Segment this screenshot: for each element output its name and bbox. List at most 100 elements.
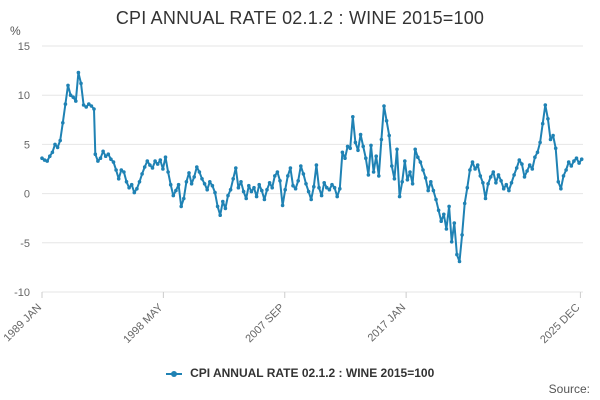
data-point[interactable] [48, 154, 52, 158]
data-point[interactable] [335, 194, 340, 199]
data-point[interactable] [247, 183, 251, 188]
data-point[interactable] [174, 188, 178, 193]
data-point[interactable] [63, 102, 68, 106]
data-point[interactable] [351, 115, 355, 119]
data-point[interactable] [330, 182, 334, 187]
data-point[interactable] [579, 157, 584, 161]
data-point[interactable] [101, 149, 105, 154]
data-point[interactable] [114, 168, 118, 172]
data-point[interactable] [332, 185, 337, 190]
data-point[interactable] [358, 132, 363, 137]
data-point[interactable] [312, 184, 316, 189]
data-point[interactable] [543, 103, 548, 107]
data-point[interactable] [158, 158, 163, 162]
data-point[interactable] [92, 107, 96, 111]
data-point[interactable] [517, 158, 522, 162]
data-point[interactable] [559, 186, 563, 191]
data-point[interactable] [74, 99, 78, 103]
data-point[interactable] [426, 188, 431, 193]
data-point[interactable] [215, 204, 220, 209]
data-point[interactable] [470, 160, 475, 164]
data-point[interactable] [280, 203, 285, 208]
data-point[interactable] [103, 154, 108, 158]
data-point[interactable] [140, 172, 144, 176]
data-point[interactable] [122, 170, 126, 174]
data-point[interactable] [223, 206, 228, 211]
legend[interactable]: CPI ANNUAL RATE 02.1.2 : WINE 2015=100 [0, 366, 600, 380]
data-point[interactable] [257, 182, 262, 187]
data-point[interactable] [249, 189, 254, 194]
data-point[interactable] [374, 154, 379, 158]
data-point[interactable] [553, 146, 558, 151]
data-point[interactable] [53, 142, 57, 147]
data-point[interactable] [353, 140, 358, 145]
data-point[interactable] [535, 150, 540, 155]
data-point[interactable] [275, 170, 280, 174]
data-point[interactable] [71, 95, 75, 99]
data-point[interactable] [148, 163, 152, 167]
data-point[interactable] [405, 178, 410, 182]
data-point[interactable] [520, 162, 524, 166]
data-point[interactable] [221, 199, 225, 204]
data-point[interactable] [527, 163, 532, 167]
data-point[interactable] [488, 175, 493, 179]
data-point[interactable] [361, 144, 366, 149]
data-point[interactable] [397, 194, 402, 199]
data-point[interactable] [556, 180, 561, 184]
data-point[interactable] [81, 103, 86, 107]
data-point[interactable] [540, 121, 545, 126]
data-point[interactable] [465, 185, 470, 190]
data-point[interactable] [265, 187, 269, 192]
data-point[interactable] [127, 185, 131, 190]
data-point[interactable] [252, 185, 256, 190]
data-point[interactable] [228, 187, 233, 192]
data-point[interactable] [231, 177, 235, 181]
data-point[interactable] [434, 197, 438, 202]
data-point[interactable] [429, 180, 433, 184]
data-point[interactable] [338, 186, 342, 191]
data-point[interactable] [309, 197, 314, 202]
data-point[interactable] [392, 177, 397, 181]
data-point[interactable] [262, 197, 267, 202]
data-point[interactable] [400, 180, 405, 184]
data-point[interactable] [546, 117, 550, 121]
data-point[interactable] [189, 182, 194, 186]
data-point[interactable] [87, 102, 91, 106]
data-point[interactable] [236, 185, 241, 190]
data-point[interactable] [481, 181, 485, 185]
data-point[interactable] [202, 182, 207, 186]
data-point[interactable] [507, 188, 511, 193]
data-point[interactable] [431, 188, 436, 193]
data-point[interactable] [61, 121, 65, 125]
data-point[interactable] [155, 162, 160, 166]
data-point[interactable] [408, 170, 412, 174]
data-point[interactable] [195, 165, 199, 169]
data-point[interactable] [442, 212, 446, 217]
data-point[interactable] [68, 93, 73, 97]
data-point[interactable] [55, 145, 60, 150]
data-point[interactable] [379, 137, 384, 142]
data-point[interactable] [291, 183, 295, 188]
data-point[interactable] [267, 181, 272, 185]
data-point[interactable] [79, 81, 83, 86]
data-point[interactable] [119, 168, 124, 172]
data-point[interactable] [522, 175, 527, 179]
data-point[interactable] [288, 166, 293, 170]
data-point[interactable] [494, 181, 498, 185]
data-point[interactable] [163, 155, 168, 159]
data-point[interactable] [345, 144, 350, 149]
data-point[interactable] [377, 174, 381, 178]
data-point[interactable] [89, 104, 94, 108]
data-point[interactable] [213, 190, 217, 195]
data-point[interactable] [478, 174, 483, 178]
data-point[interactable] [455, 252, 459, 257]
data-point[interactable] [182, 196, 186, 201]
data-point[interactable] [475, 163, 480, 167]
data-point[interactable] [569, 164, 574, 168]
data-point[interactable] [452, 221, 457, 225]
data-point[interactable] [340, 150, 345, 155]
data-point[interactable] [369, 143, 373, 148]
data-point[interactable] [50, 150, 55, 155]
data-point[interactable] [116, 177, 121, 181]
data-point[interactable] [384, 119, 389, 123]
